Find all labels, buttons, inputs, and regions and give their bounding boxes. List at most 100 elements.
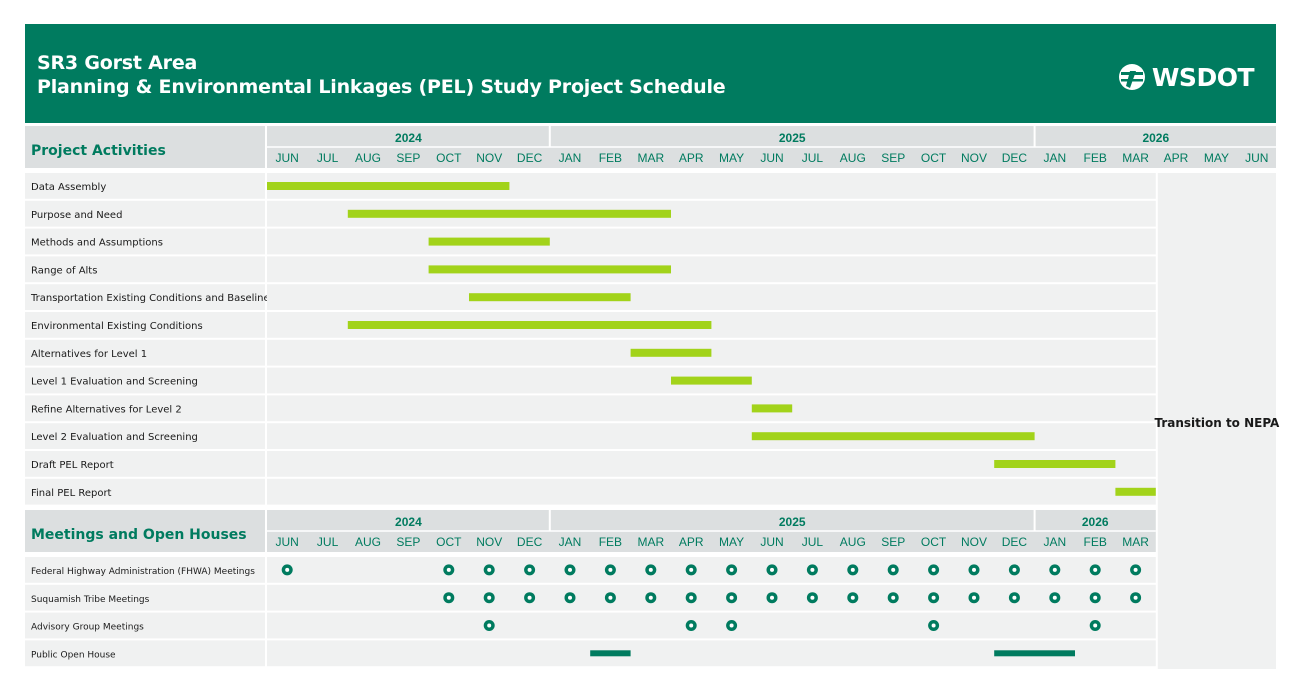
meeting-row-background xyxy=(267,612,1156,639)
task-row-background xyxy=(267,395,1156,422)
task-label: Draft PEL Report xyxy=(31,460,114,471)
task-label: Level 2 Evaluation and Screening xyxy=(31,432,198,443)
task-label: Level 1 Evaluation and Screening xyxy=(31,377,198,388)
meeting-marker-center xyxy=(891,567,896,572)
month-label: OCT xyxy=(436,151,462,165)
month-label: JUN xyxy=(1245,151,1268,165)
month-label: JUL xyxy=(802,151,824,165)
meeting-label: Federal Highway Administration (FHWA) Me… xyxy=(31,567,255,577)
month-label: SEP xyxy=(396,151,420,165)
meeting-marker-center xyxy=(487,595,492,600)
row-label-cell xyxy=(25,256,265,283)
month-label: JUN xyxy=(760,151,783,165)
meeting-marker-center xyxy=(770,567,774,572)
month-label: MAR xyxy=(1122,151,1149,165)
month-label: APR xyxy=(1164,151,1189,165)
meeting-row-background xyxy=(267,584,1156,611)
month-label: AUG xyxy=(355,151,381,165)
row-label-cell xyxy=(25,312,265,338)
month-label: JUL xyxy=(317,535,339,549)
task-row-background xyxy=(267,256,1156,283)
month-label: OCT xyxy=(921,151,947,165)
meeting-marker-center xyxy=(1133,595,1138,600)
header-banner: SR3 Gorst Area Planning & Environmental … xyxy=(25,24,1276,123)
meeting-marker-center xyxy=(810,595,815,600)
month-label: OCT xyxy=(921,535,947,549)
meeting-marker-center xyxy=(1012,595,1017,600)
row-label-cell xyxy=(25,339,265,366)
meeting-marker-center xyxy=(446,567,451,572)
meeting-marker-center xyxy=(770,595,774,600)
meeting-marker-center xyxy=(689,623,694,628)
task-label: Methods and Assumptions xyxy=(31,238,163,249)
meeting-marker-center xyxy=(568,567,572,572)
month-label: JUL xyxy=(802,535,824,549)
meeting-label: Public Open House xyxy=(31,650,116,660)
month-label: JUL xyxy=(317,151,339,165)
row-label-cell xyxy=(25,367,265,394)
meeting-marker-center xyxy=(1012,567,1017,572)
month-label: NOV xyxy=(476,535,502,549)
year-label: 2025 xyxy=(779,131,806,145)
meeting-marker-center xyxy=(810,567,815,572)
row-label-cell xyxy=(25,173,265,199)
month-label: NOV xyxy=(476,151,502,165)
task-label: Alternatives for Level 1 xyxy=(31,349,147,360)
month-label: DEC xyxy=(1002,151,1028,165)
month-label: JAN xyxy=(1043,535,1066,549)
row-label-cell xyxy=(25,478,265,505)
task-bar xyxy=(751,404,793,413)
month-label: DEC xyxy=(517,151,543,165)
meeting-marker-center xyxy=(1093,595,1098,600)
month-label: OCT xyxy=(436,535,462,549)
meeting-marker-center xyxy=(850,567,855,572)
task-bar xyxy=(469,293,631,302)
month-label: SEP xyxy=(396,535,420,549)
task-label: Data Assembly xyxy=(31,182,106,193)
month-label: AUG xyxy=(355,535,381,549)
meeting-marker-center xyxy=(729,567,734,572)
meeting-row-background xyxy=(267,557,1156,583)
month-label: MAR xyxy=(637,535,664,549)
open-house-bar xyxy=(994,650,1075,657)
meeting-marker-center xyxy=(972,595,976,600)
task-bar xyxy=(267,182,510,190)
month-label: JUN xyxy=(276,151,299,165)
meeting-marker-center xyxy=(729,595,734,600)
meeting-marker-center xyxy=(891,595,896,600)
month-label: SEP xyxy=(881,535,905,549)
meeting-marker-center xyxy=(689,595,694,600)
wsdot-logo: WSDOT xyxy=(1117,62,1255,92)
month-label: JAN xyxy=(559,151,582,165)
section-title: Meetings and Open Houses xyxy=(31,527,247,543)
month-label: JUN xyxy=(760,535,783,549)
meeting-label: Advisory Group Meetings xyxy=(31,623,144,633)
month-label: FEB xyxy=(1084,151,1107,165)
meeting-marker-center xyxy=(689,567,694,572)
meeting-marker-center xyxy=(285,567,290,572)
month-label: APR xyxy=(679,151,704,165)
month-label: NOV xyxy=(961,535,987,549)
task-label: Range of Alts xyxy=(31,265,97,276)
meeting-marker-center xyxy=(568,595,572,600)
year-label: 2026 xyxy=(1082,515,1109,529)
task-label: Environmental Existing Conditions xyxy=(31,321,203,332)
meeting-marker-center xyxy=(729,623,734,628)
task-bar xyxy=(428,265,671,274)
task-row-background xyxy=(267,478,1156,505)
month-label: DEC xyxy=(517,535,543,549)
section-header-cell xyxy=(25,126,265,168)
task-label: Final PEL Report xyxy=(31,488,112,499)
month-label: DEC xyxy=(1002,535,1028,549)
meeting-marker-center xyxy=(608,567,613,572)
task-bar xyxy=(751,432,1035,441)
task-bar xyxy=(428,237,550,246)
month-label: MAR xyxy=(1122,535,1149,549)
month-label: AUG xyxy=(840,151,866,165)
row-label-cell xyxy=(25,284,265,310)
header-title-line2: Planning & Environmental Linkages (PEL) … xyxy=(37,76,726,98)
row-label-cell xyxy=(25,612,265,639)
month-label: JAN xyxy=(559,535,582,549)
meeting-marker-center xyxy=(931,595,936,600)
task-row-background xyxy=(267,284,1156,310)
